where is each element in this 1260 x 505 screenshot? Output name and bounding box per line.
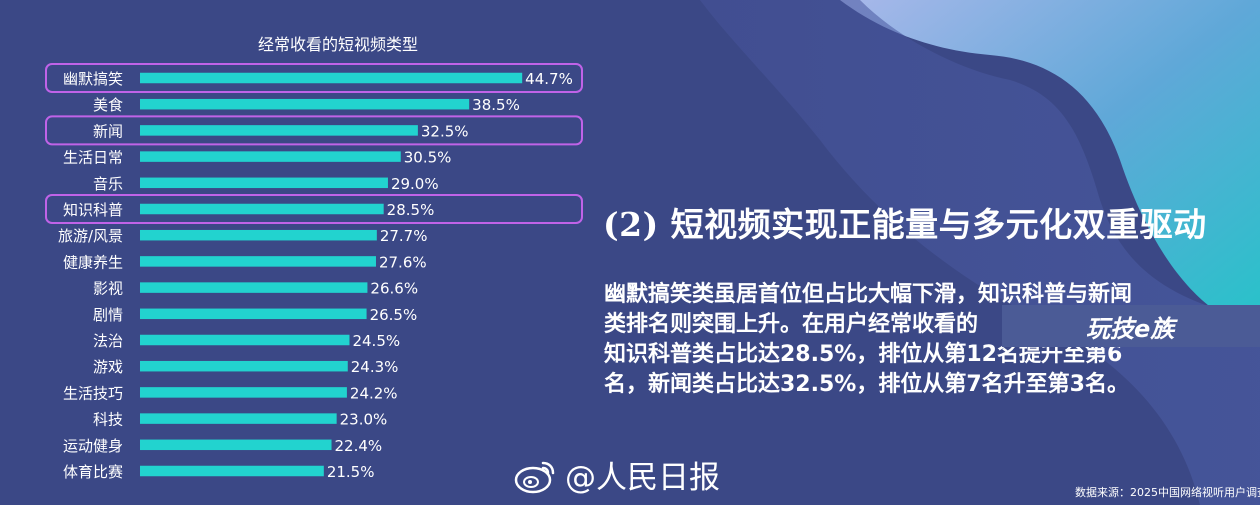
description-paragraph: 幽默搞笑类虽居首位但占比大幅下滑，知识科普与新闻 类排名则突围上升。在用户经常收… [604,280,1204,400]
category-label: 剧情 [93,306,123,324]
value-label: 32.5% [421,122,469,140]
value-label: 44.7% [525,70,573,88]
value-label: 28.5% [387,201,435,219]
chart-title: 经常收看的短视频类型 [258,35,419,54]
category-label: 科技 [93,411,123,429]
value-label: 27.7% [380,227,428,245]
value-label: 29.0% [391,175,439,193]
value-label: 24.5% [352,332,400,350]
bar [140,308,367,320]
category-label: 健康养生 [63,253,123,271]
value-label: 23.0% [340,411,388,429]
value-label: 38.5% [472,96,520,114]
data-source-note: 数据来源：2025中国网络视听用户调查 [1075,486,1260,499]
bar [140,98,470,110]
highlight-box [45,194,583,224]
category-label: 旅游/风景 [58,227,123,245]
category-label: 生活日常 [63,149,123,167]
bar [140,439,332,451]
bar [140,151,401,162]
bar [140,256,376,267]
watermark-text: 玩技e族 [1086,314,1175,343]
value-label: 24.2% [350,384,398,402]
category-label: 运动健身 [63,437,123,455]
category-label: 生活技巧 [63,384,123,402]
category-label: 音乐 [93,175,123,193]
bar-chart: 幽默搞笑 44.7% 美食 38.5% 新闻 32.5% 生活日常 30.5% 音乐 29.0% 知… [45,63,583,481]
paragraph-line: 幽默搞笑类虽居首位但占比大幅下滑，知识科普与新闻 [604,282,1133,307]
highlight-box [45,115,583,146]
paragraph-line: 类排名则突围上升。在用户经常收看的 [604,312,979,337]
bar [140,360,348,372]
bar [140,465,324,477]
value-label: 27.6% [379,253,427,271]
category-label: 新闻 [93,122,123,140]
value-label: 22.4% [335,437,383,455]
section-heading: (2) 短视频实现正能量与多元化双重驱动 [603,205,1207,244]
bar [140,413,337,424]
highlight-box [45,63,583,93]
paragraph-line: 名，新闻类占比达32.5%，排位从第7名升至第3名。 [604,372,1129,397]
value-label: 26.6% [370,280,418,298]
category-label: 法治 [93,332,123,350]
bar [140,334,350,346]
weibo-handle: @人民日报 [565,460,720,496]
bar [140,387,347,398]
value-label: 21.5% [327,463,375,481]
category-label: 知识科普 [63,201,123,219]
watermark-overlay: 玩技e族 [1002,305,1260,347]
bar [140,177,388,189]
bar [140,203,384,215]
category-label: 美食 [93,96,123,114]
category-label: 体育比赛 [63,463,123,481]
category-label: 影视 [93,280,123,298]
bar [140,282,368,293]
bar [140,125,418,136]
category-label: 幽默搞笑 [63,70,123,88]
weibo-icon [514,461,555,493]
bar [140,72,523,84]
value-label: 24.3% [351,358,399,376]
value-label: 26.5% [370,306,418,324]
category-label: 游戏 [93,358,123,376]
value-label: 30.5% [404,149,452,167]
bar [140,229,377,241]
weibo-attribution: @人民日报 [513,452,720,497]
